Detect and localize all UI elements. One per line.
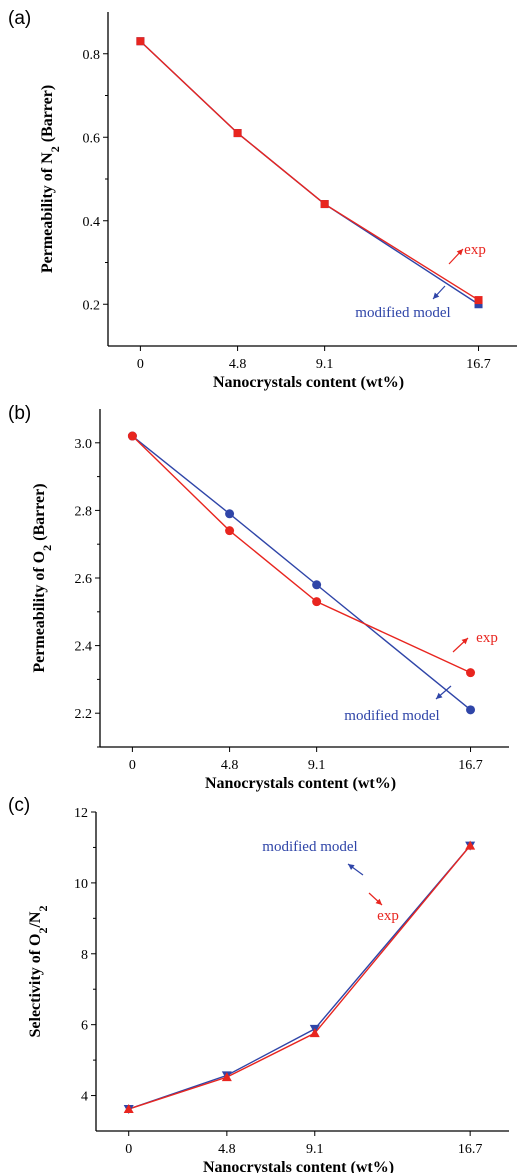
y-axis-title-text: Permeability of N [39, 152, 56, 273]
marker-exp [123, 1104, 134, 1114]
marker-exp [474, 296, 483, 305]
y-tick-label: 12 [74, 806, 88, 821]
annotation-arrowhead-exp [456, 249, 463, 256]
annotation-label-exp: exp [476, 630, 498, 646]
y-axis-title-text: Permeability of O [31, 551, 48, 673]
x-tick-label: 16.7 [458, 758, 483, 773]
marker-model [312, 580, 322, 590]
x-axis-title: Nanocrystals content (wt%) [213, 374, 404, 391]
marker-exp [312, 597, 322, 607]
y-axis-title-text: /N [27, 911, 44, 928]
y-axis-title-subscript: 2 [36, 928, 50, 934]
y-tick-label: 0.8 [83, 48, 101, 63]
annotation-label-exp: exp [377, 908, 399, 924]
panel-b: (b) 2.2 2.4 2.6 2.8 3.0 0 4.8 9.1 16.7 Nanocrysta… [0, 385, 525, 792]
x-tick-label: 9.1 [308, 758, 326, 773]
y-axis-title-subscript: 2 [48, 146, 62, 152]
y-axis-title-subscript: 2 [36, 906, 50, 912]
marker-model [225, 509, 235, 519]
chart-b: 2.2 2.4 2.6 2.8 3.0 0 4.8 9.1 16.7 Nanocrystals c… [31, 409, 509, 792]
series-line-exp [139, 40, 479, 301]
x-tick-label: 9.1 [306, 1142, 324, 1157]
series-line-model [139, 40, 479, 305]
marker-exp [466, 668, 476, 678]
marker-exp [225, 526, 235, 536]
marker-exp [320, 200, 329, 209]
series-line-exp [128, 845, 471, 1110]
x-axis-title: Nanocrystals content (wt%) [205, 775, 396, 792]
annotation-arrowhead-model [348, 864, 355, 870]
y-axis-title: Permeability of N2 (Barrer) [39, 85, 62, 273]
y-tick-label: 0.4 [83, 215, 101, 230]
annotation-label-model: modified model [344, 708, 439, 724]
annotation-arrowhead-exp [461, 638, 468, 645]
chart-c: 4 6 8 10 12 0 4.8 9.1 16.7 Nanocrystals content (… [27, 806, 509, 1173]
marker-exp [233, 129, 242, 138]
y-tick-label: 8 [81, 948, 88, 963]
y-tick-label: 4 [81, 1090, 88, 1105]
y-tick-label: 2.2 [75, 707, 93, 722]
marker-model [466, 705, 476, 715]
x-tick-label: 16.7 [466, 357, 491, 372]
marker-exp [136, 37, 145, 46]
marker-model [474, 300, 483, 309]
y-axis-title-text: (Barrer) [31, 483, 48, 544]
panel-label-b: (b) [8, 403, 32, 424]
x-tick-label: 4.8 [221, 758, 239, 773]
y-tick-label: 10 [74, 877, 88, 892]
x-tick-label: 4.8 [218, 1142, 236, 1157]
x-tick-label: 9.1 [316, 357, 334, 372]
panel-label-a: (a) [8, 8, 32, 29]
y-tick-label: 0.2 [83, 298, 101, 313]
y-axis-title-subscript: 2 [40, 545, 54, 551]
marker-exp [309, 1028, 320, 1038]
x-tick-label: 16.7 [458, 1142, 483, 1157]
marker-exp [127, 431, 137, 441]
x-tick-label: 0 [129, 758, 136, 773]
y-tick-label: 3.0 [75, 437, 93, 452]
annotation-label-model: modified model [262, 839, 357, 855]
y-tick-label: 0.6 [83, 131, 101, 146]
y-tick-label: 2.4 [75, 640, 93, 655]
marker-exp [465, 840, 476, 850]
x-tick-label: 4.8 [229, 357, 247, 372]
annotation-arrowhead-model [436, 692, 443, 699]
series-line-model [128, 845, 471, 1110]
panel-a: (a) 0.2 0.4 0.6 0.8 0 4.8 9.1 16.7 Nanocrystals … [0, 0, 525, 391]
y-tick-label: 2.6 [75, 572, 93, 587]
y-axis-title: Selectivity of O2/N2 [27, 906, 50, 1038]
series-line-model [131, 435, 471, 711]
x-tick-label: 0 [125, 1142, 132, 1157]
y-axis-title: Permeability of O2 (Barrer) [31, 483, 54, 672]
y-axis-title-text: (Barrer) [39, 85, 56, 146]
x-tick-label: 0 [137, 357, 144, 372]
y-tick-label: 2.8 [75, 504, 93, 519]
annotation-arrowhead-exp [375, 898, 382, 905]
annotation-arrowhead-model [433, 292, 440, 299]
panel-c: (c) 4 6 8 10 12 0 4.8 9.1 16.7 Nanocrystals conte… [0, 775, 525, 1173]
y-axis-title-text: Selectivity of O [27, 934, 44, 1038]
panel-label-c: (c) [8, 795, 31, 816]
x-axis-title: Nanocrystals content (wt%) [203, 1159, 394, 1173]
annotation-label-exp: exp [464, 242, 486, 258]
marker-exp [221, 1072, 232, 1082]
chart-a: 0.2 0.4 0.6 0.8 0 4.8 9.1 16.7 Nanocrystals cont… [39, 12, 517, 391]
annotation-label-model: modified model [355, 305, 450, 321]
y-tick-label: 6 [81, 1019, 88, 1034]
series-line-exp [131, 435, 471, 674]
